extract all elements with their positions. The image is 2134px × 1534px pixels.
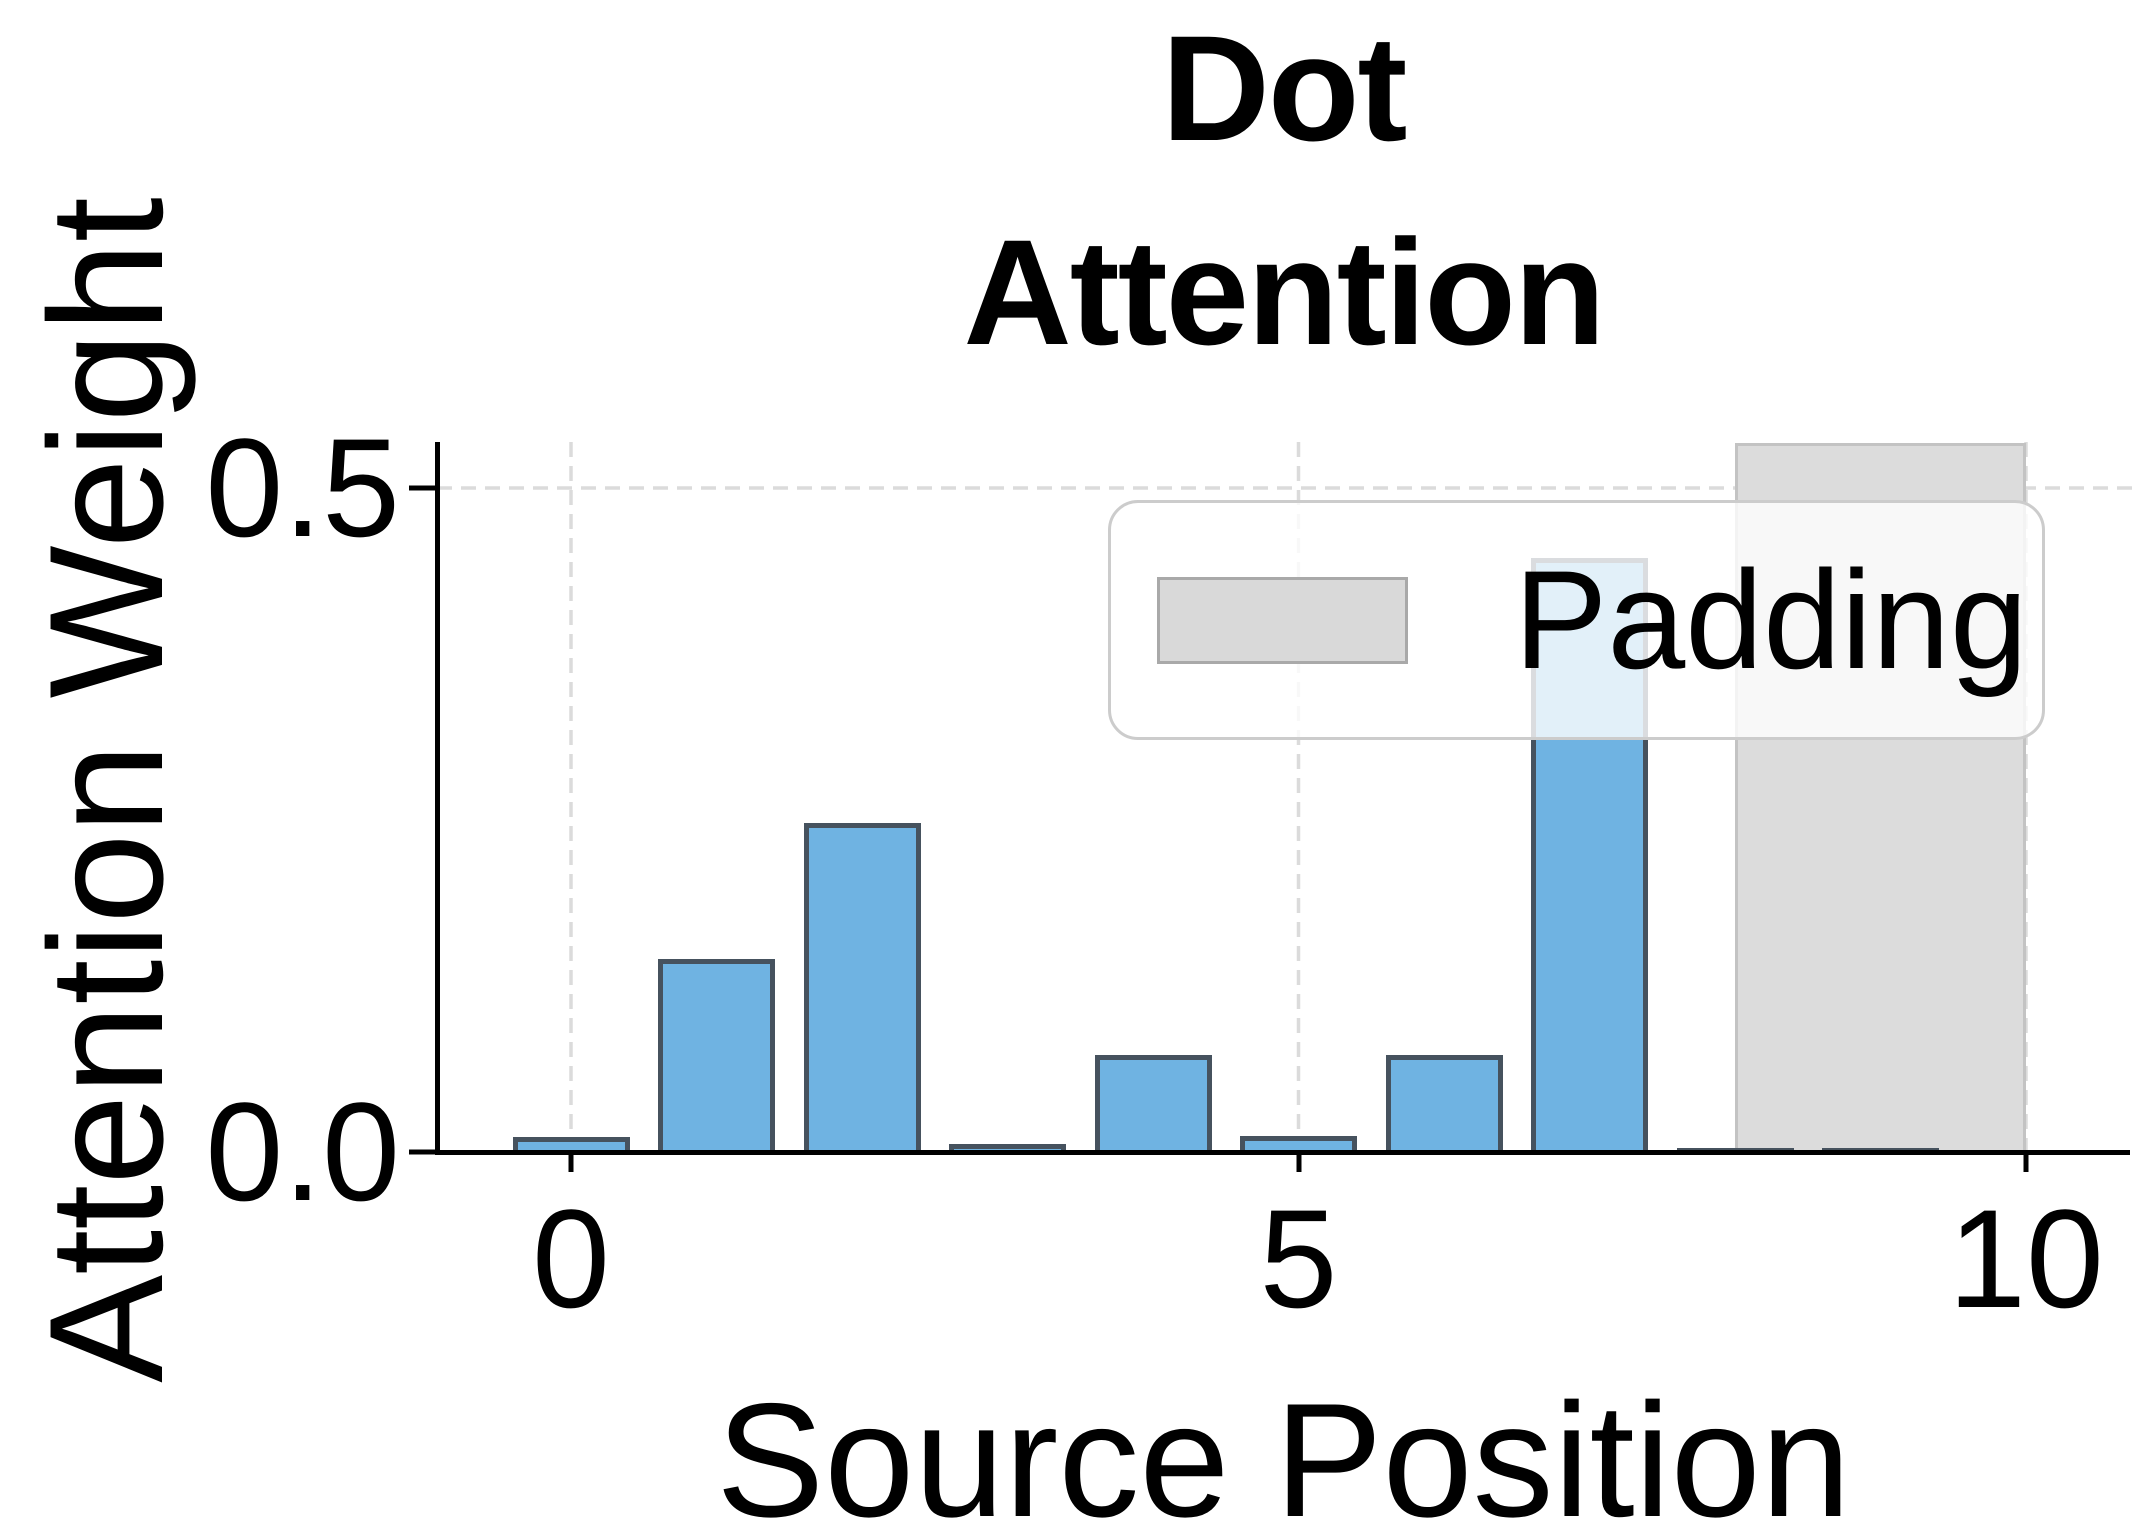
y-tick-label-0.0: 0.0 (205, 1073, 400, 1230)
legend-padding-swatch (1157, 576, 1408, 664)
x-tick-0 (568, 1155, 574, 1172)
bar-x3 (949, 1144, 1066, 1152)
bar-x5 (1240, 1136, 1357, 1152)
bar-x1 (658, 959, 775, 1152)
x-axis-spine (435, 1150, 2130, 1155)
x-tick-label-5: 5 (1259, 1180, 1338, 1337)
bar-x6 (1385, 1055, 1503, 1152)
legend-padding-label: Padding (1514, 541, 2028, 698)
x-tick-5 (1296, 1155, 1301, 1172)
bar-x4 (1094, 1055, 1212, 1152)
chart-title: Dot Attention (437, 0, 2130, 394)
y-axis-label: Attention Weight (16, 197, 197, 1383)
x-tick-label-0: 0 (532, 1180, 610, 1337)
chart-title-line2: Attention (963, 208, 1605, 376)
legend-box: Padding (1108, 500, 2045, 740)
y-tick-0.5 (409, 485, 435, 491)
x-axis-label: Source Position (716, 1370, 1851, 1534)
y-axis-spine (435, 442, 440, 1155)
y-tick-label-0.5: 0.5 (205, 409, 400, 566)
bar-x2 (803, 823, 921, 1152)
y-tick-0.0 (409, 1149, 435, 1155)
x-tick-10 (2023, 1155, 2029, 1172)
x-tick-label-10: 10 (1948, 1180, 2104, 1337)
bar-x0 (512, 1137, 630, 1152)
chart-title-line1: Dot (1161, 4, 1408, 172)
